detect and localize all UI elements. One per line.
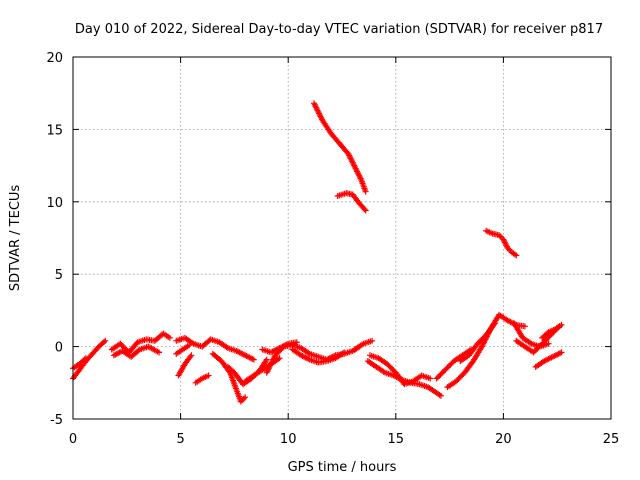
- y-tick-label: 15: [46, 123, 63, 138]
- series-arc-20: [433, 346, 475, 382]
- plot-frame: [72, 56, 612, 420]
- data-point: [369, 337, 376, 344]
- x-axis-title: GPS time / hours: [288, 460, 397, 475]
- data-point: [558, 349, 565, 356]
- series-arc-27: [539, 321, 565, 341]
- data-point: [242, 394, 249, 401]
- x-tick-label: 20: [495, 432, 512, 447]
- data-point: [558, 321, 565, 328]
- data-point: [276, 355, 283, 362]
- series-arc-1: [70, 337, 109, 382]
- grid-lines: [73, 57, 611, 419]
- y-axis-title: SDTVAR / TECUs: [8, 185, 23, 292]
- series-arc-8: [192, 372, 212, 386]
- y-tick-label: 10: [46, 196, 63, 211]
- data-point: [166, 334, 173, 341]
- data-point: [205, 372, 212, 379]
- data-point: [491, 320, 498, 327]
- data-point: [362, 207, 369, 214]
- data-marker: [81, 356, 88, 363]
- data-point: [102, 337, 109, 344]
- series-arc-19: [366, 352, 434, 388]
- data-point: [82, 355, 89, 362]
- data-point: [293, 339, 300, 346]
- series-arc-4: [110, 343, 163, 360]
- series-arc-23: [483, 227, 520, 259]
- data-marker: [490, 321, 497, 328]
- data-point: [250, 356, 257, 363]
- x-tick-label: 5: [176, 432, 184, 447]
- data-marker: [100, 338, 107, 345]
- series-arc-17: [334, 190, 369, 214]
- axis-ticks: 0 5 10 15 20 25 -5 0 5 10 15 20: [46, 51, 619, 447]
- x-tick-label: 15: [388, 432, 405, 447]
- x-tick-label: 0: [69, 432, 77, 447]
- series-arc-7: [175, 352, 195, 379]
- series-arc-16: [311, 100, 369, 195]
- data-point: [362, 188, 369, 195]
- data-point: [188, 352, 195, 359]
- series-arc-15: [351, 337, 376, 353]
- y-tick-label: 20: [46, 51, 63, 66]
- y-tick-label: -5: [50, 413, 63, 428]
- data-point: [513, 252, 520, 259]
- data-point: [263, 356, 270, 363]
- data-point: [156, 349, 163, 356]
- series-arc-9: [209, 350, 249, 405]
- series-arc-14: [289, 346, 348, 366]
- data-point: [427, 375, 434, 382]
- series-arc-26: [532, 349, 565, 370]
- y-tick-label: 5: [55, 268, 63, 283]
- data-point: [437, 392, 444, 399]
- data-point: [341, 349, 348, 356]
- series-arc-13: [259, 339, 300, 356]
- series-arc-6: [173, 342, 193, 357]
- data-points: [70, 100, 565, 405]
- series-arc-22: [457, 320, 498, 365]
- x-tick-label: 25: [603, 432, 620, 447]
- data-point: [186, 342, 193, 349]
- chart-title: Day 010 of 2022, Sidereal Day-to-day VTE…: [75, 22, 603, 37]
- data-marker: [361, 206, 368, 213]
- y-tick-label: 0: [55, 341, 63, 356]
- series-arc-2: [70, 355, 89, 372]
- x-tick-label: 10: [280, 432, 297, 447]
- data-point: [521, 323, 528, 330]
- data-point: [545, 340, 552, 347]
